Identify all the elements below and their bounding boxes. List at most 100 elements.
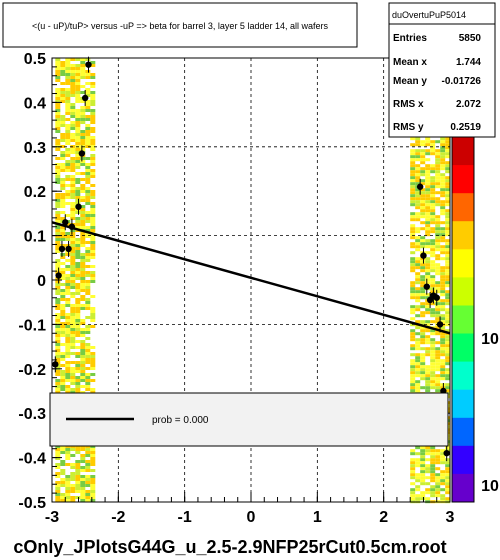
density-cell-band-1 — [435, 479, 441, 483]
density-cell-band-0 — [65, 334, 71, 337]
density-cell-band-0 — [60, 88, 66, 91]
density-cell-band-0 — [90, 475, 96, 478]
density-cell-band-1 — [435, 389, 441, 393]
density-cell-band-0 — [90, 61, 96, 64]
density-cell-band-1 — [435, 179, 441, 183]
density-cell-band-1 — [425, 149, 431, 153]
density-cell-band-1 — [445, 152, 451, 156]
density-cell-band-1 — [445, 296, 451, 300]
density-cell-band-0 — [60, 388, 66, 391]
density-cell-band-0 — [75, 88, 81, 91]
density-cell-band-0 — [75, 475, 81, 478]
density-cell-band-0 — [80, 76, 86, 79]
density-cell-band-0 — [80, 109, 86, 112]
density-cell-band-0 — [85, 211, 91, 214]
density-cell-band-0 — [60, 64, 66, 67]
density-cell-band-0 — [80, 91, 86, 94]
density-cell-band-1 — [420, 200, 426, 204]
density-cell-band-0 — [55, 334, 61, 337]
legend-box: prob = 0.000 — [49, 392, 449, 447]
density-cell-band-0 — [85, 70, 91, 73]
density-cell-band-0 — [75, 472, 81, 475]
density-cell-band-0 — [60, 469, 66, 472]
density-cell-band-1 — [445, 182, 451, 186]
density-cell-band-0 — [90, 469, 96, 472]
density-cell-band-1 — [440, 182, 446, 186]
data-point — [68, 223, 76, 230]
density-cell-band-1 — [410, 263, 416, 267]
density-cell-band-1 — [445, 317, 451, 321]
density-cell-band-0 — [70, 265, 76, 268]
density-cell-band-1 — [410, 458, 416, 462]
density-cell-band-1 — [415, 473, 421, 477]
density-cell-band-1 — [410, 281, 416, 285]
density-cell-band-0 — [85, 91, 91, 94]
density-cell-band-1 — [420, 260, 426, 264]
density-cell-band-0 — [70, 280, 76, 283]
density-cell-band-1 — [430, 152, 436, 156]
density-cell-band-1 — [430, 194, 436, 198]
density-cell-band-0 — [70, 202, 76, 205]
density-cell-band-1 — [435, 167, 441, 171]
density-cell-band-1 — [445, 389, 451, 393]
density-cell-band-0 — [70, 484, 76, 487]
density-cell-band-1 — [440, 269, 446, 273]
density-cell-band-0 — [90, 139, 96, 142]
density-cell-band-0 — [90, 313, 96, 316]
density-cell-band-0 — [70, 88, 76, 91]
density-cell-band-0 — [90, 175, 96, 178]
density-cell-band-0 — [90, 85, 96, 88]
density-cell-band-0 — [55, 259, 61, 262]
density-cell-band-0 — [90, 196, 96, 199]
density-cell-band-0 — [55, 226, 61, 229]
density-cell-band-1 — [425, 170, 431, 174]
density-cell-band-0 — [55, 487, 61, 490]
data-point — [443, 449, 450, 457]
density-cell-band-0 — [80, 160, 86, 163]
density-cell-band-0 — [85, 451, 91, 454]
density-cell-band-0 — [70, 490, 76, 493]
density-cell-band-0 — [80, 268, 86, 271]
density-cell-band-1 — [410, 368, 416, 372]
density-cell-band-0 — [90, 454, 96, 457]
density-cell-band-0 — [55, 217, 61, 220]
density-cell-band-1 — [430, 479, 436, 483]
density-cell-band-0 — [70, 214, 76, 217]
density-cell-band-0 — [65, 337, 71, 340]
density-cell-band-0 — [80, 85, 86, 88]
density-cell-band-1 — [435, 341, 441, 345]
density-cell-band-0 — [70, 361, 76, 364]
density-cell-band-0 — [90, 217, 96, 220]
density-cell-band-0 — [75, 376, 81, 379]
density-cell-band-0 — [75, 67, 81, 70]
density-cell-band-1 — [445, 245, 451, 249]
density-cell-band-1 — [425, 482, 431, 486]
stats-mean-x-label: Mean x — [393, 57, 427, 68]
density-cell-band-1 — [420, 203, 426, 207]
density-cell-band-0 — [85, 385, 91, 388]
density-cell-band-1 — [425, 140, 431, 144]
data-point — [433, 294, 440, 301]
density-cell-band-0 — [90, 121, 96, 124]
density-cell-band-1 — [415, 458, 421, 462]
density-cell-band-0 — [85, 493, 91, 496]
density-cell-band-1 — [425, 167, 431, 171]
density-cell-band-1 — [440, 332, 446, 336]
density-cell-band-1 — [415, 326, 421, 330]
density-cell-band-1 — [440, 209, 446, 213]
density-cell-band-1 — [440, 284, 446, 288]
density-cell-band-1 — [415, 140, 421, 144]
density-cell-band-1 — [430, 197, 436, 201]
density-cell-band-1 — [425, 191, 431, 195]
density-cell-band-0 — [60, 379, 66, 382]
density-cell-band-1 — [445, 203, 451, 207]
density-cell-band-0 — [55, 337, 61, 340]
density-cell-band-0 — [70, 286, 76, 289]
density-cell-band-1 — [430, 464, 436, 468]
density-cell-band-0 — [80, 136, 86, 139]
density-cell-band-1 — [445, 161, 451, 165]
density-cell-band-1 — [430, 146, 436, 150]
density-cell-band-0 — [90, 223, 96, 226]
density-cell-band-1 — [415, 344, 421, 348]
density-cell-band-0 — [80, 172, 86, 175]
